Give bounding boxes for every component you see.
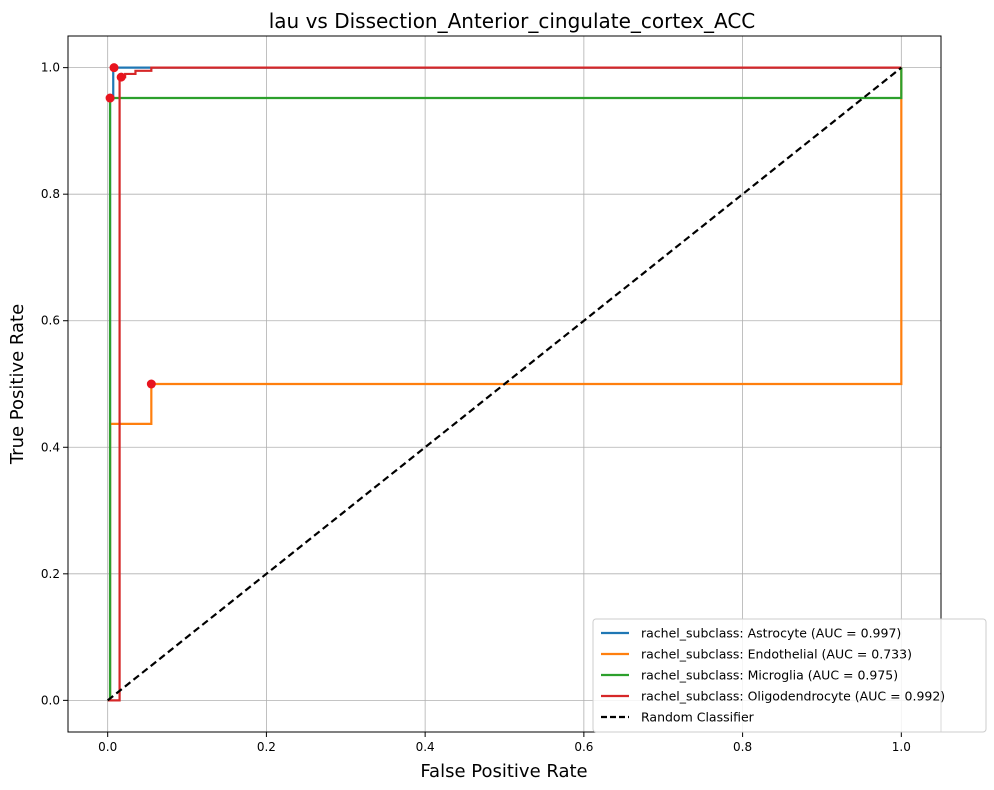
legend-label-2: rachel_subclass: Microglia (AUC = 0.975) [641,668,898,683]
optimal-point-marker-0 [109,63,119,73]
legend: rachel_subclass: Astrocyte (AUC = 0.997)… [592,618,987,733]
optimal-point-marker-3 [116,72,126,82]
optimal-point-marker-2 [105,93,115,103]
y-tick-label: 0.6 [41,314,60,328]
y-tick-label: 0.4 [41,440,60,454]
legend-label-4: Random Classifier [641,710,755,725]
x-axis-label: False Positive Rate [420,761,587,782]
y-tick-label: 0.0 [41,693,60,707]
plot-frame [67,35,942,733]
x-tick-label: 0.6 [574,740,593,754]
legend-box [592,618,987,733]
legend-label-1: rachel_subclass: Endothelial (AUC = 0.73… [641,647,912,662]
y-tick-label: 0.8 [41,187,60,201]
x-tick-label: 0.2 [257,740,276,754]
series-lines [106,66,903,702]
y-tick-label: 0.2 [41,567,60,581]
roc-curve-3 [107,66,902,702]
chart-title: lau vs Dissection_Anterior_cingulate_cor… [269,9,756,33]
random-classifier-line [106,66,903,702]
x-tick-label: 0.0 [98,740,117,754]
x-tick-label: 0.4 [416,740,435,754]
legend-label-0: rachel_subclass: Astrocyte (AUC = 0.997) [641,626,901,641]
optimal-point-marker-1 [146,379,156,389]
series-markers [105,63,156,389]
x-tick-label: 0.8 [733,740,752,754]
legend-label-3: rachel_subclass: Oligodendrocyte (AUC = … [641,689,945,704]
y-axis-label: True Positive Rate [7,304,28,465]
x-tick-label: 1.0 [892,740,911,754]
axis-ticks: 0.0 0.2 0.4 0.6 0.8 1.0 0.0 0.2 0.4 0.6 0.8 1.0 [41,61,911,754]
y-tick-label: 1.0 [41,61,60,75]
